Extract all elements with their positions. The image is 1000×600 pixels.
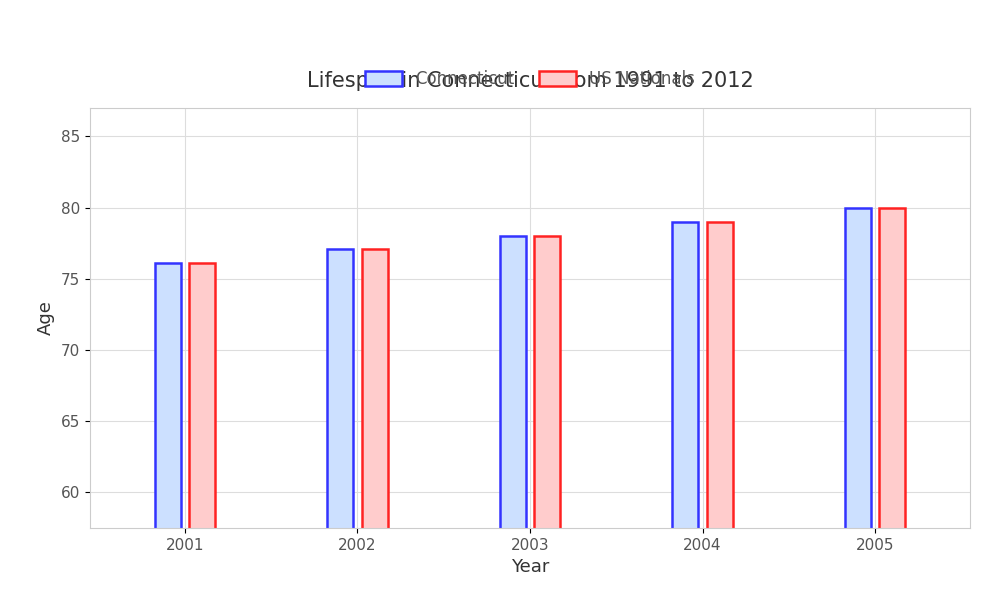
Bar xyxy=(500,236,526,600)
X-axis label: Year: Year xyxy=(511,558,549,576)
Y-axis label: Age: Age xyxy=(37,301,55,335)
Bar xyxy=(189,263,215,600)
Legend: Connecticut, US Nationals: Connecticut, US Nationals xyxy=(357,62,703,97)
Title: Lifespan in Connecticut from 1991 to 2012: Lifespan in Connecticut from 1991 to 201… xyxy=(307,71,753,91)
Bar xyxy=(879,208,905,600)
Bar xyxy=(672,222,698,600)
Bar xyxy=(707,222,733,600)
Bar xyxy=(534,236,560,600)
Bar xyxy=(327,249,353,600)
Bar xyxy=(845,208,871,600)
Bar xyxy=(362,249,388,600)
Bar xyxy=(155,263,181,600)
